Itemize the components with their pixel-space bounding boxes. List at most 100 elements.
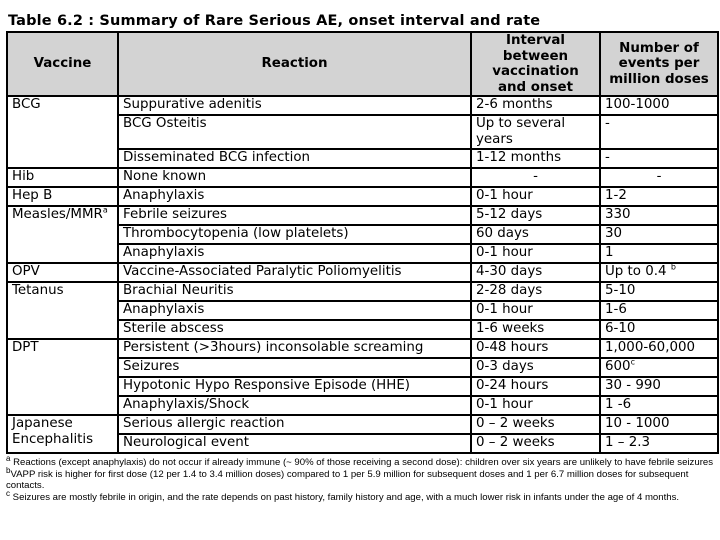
table-row: Hypotonic Hypo Responsive Episode (HHE) 0… (7, 376, 719, 397)
rate-value: 1 – 2.3 (605, 435, 651, 450)
table-row: OPV Vaccine-Associated Paralytic Poliomye… (6, 262, 719, 283)
column-header-interval: Interval between vaccination and onset (470, 31, 601, 97)
interval-cell: 1-6 weeks (470, 319, 601, 340)
interval-cell: 0-1 hour (470, 300, 601, 321)
reaction-cell: Sterile abscess (117, 319, 472, 340)
interval-cell: 60 days (470, 224, 601, 245)
footnote-text: VAPP risk is higher for first dose (12 p… (6, 468, 689, 492)
interval-cell: 4-30 days (470, 262, 601, 283)
reaction-cell: None known (117, 167, 472, 188)
interval-cell: 2-6 months (470, 95, 601, 116)
vaccine-cell: Hib (6, 167, 119, 188)
interval-cell: 0-1 hour (470, 243, 601, 264)
reaction-cell: Disseminated BCG infection (117, 148, 472, 169)
footnote-marker: c (630, 357, 635, 367)
interval-cell: 0-1 hour (470, 395, 601, 416)
interval-cell: 0-48 hours (470, 338, 601, 359)
interval-cell: Up to several years (470, 114, 601, 150)
rate-cell: 1-6 (599, 300, 719, 321)
rate-value: 100-1000 (605, 97, 670, 112)
reaction-cell: Brachial Neuritis (117, 281, 472, 302)
interval-cell: 2-28 days (470, 281, 601, 302)
vaccine-cell: Tetanus (6, 281, 119, 340)
table-row: Hib None known - - (6, 167, 719, 188)
table-row: Japanese Encephalitis Serious allergic re… (6, 414, 719, 454)
rate-cell: 1 (599, 243, 719, 264)
interval-cell: 0 – 2 weeks (470, 433, 601, 454)
rate-value: - (656, 169, 662, 184)
table-row: Anaphylaxis/Shock 0-1 hour 1 -6 (7, 395, 719, 416)
reaction-cell: Seizures (117, 357, 472, 378)
vaccine-cell: BCG (6, 95, 119, 169)
rate-value: - (605, 116, 610, 131)
reaction-cell: Hypotonic Hypo Responsive Episode (HHE) (117, 376, 472, 397)
vaccine-name: BCG (12, 97, 41, 112)
reaction-cell: Vaccine-Associated Paralytic Poliomyelit… (117, 262, 472, 283)
rate-value: 10 - 1000 (605, 416, 670, 431)
footnotes: a Reactions (except anaphylaxis) do not … (6, 453, 717, 504)
vaccine-name: Japanese Encephalitis (12, 416, 94, 447)
rate-value: Up to 0.4 (605, 264, 667, 279)
reaction-cell: Serious allergic reaction (117, 414, 472, 435)
column-header-vaccine: Vaccine (6, 31, 119, 97)
reaction-cell: Anaphylaxis/Shock (117, 395, 472, 416)
rate-cell: 30 (599, 224, 719, 245)
rate-value: 30 (605, 226, 623, 241)
interval-cell: 0-3 days (470, 357, 601, 378)
footnote-marker: a (6, 453, 11, 463)
rate-cell: 1,000-60,000 (599, 338, 719, 359)
interval-cell: 0-24 hours (470, 376, 601, 397)
column-header-rate: Number of events per million doses (599, 31, 719, 97)
reaction-cell: BCG Osteitis (117, 114, 472, 150)
vaccine-cell: DPT (6, 338, 119, 416)
rate-value: - (605, 150, 610, 165)
vaccine-name: OPV (12, 264, 40, 279)
rate-value: 1-6 (605, 302, 627, 317)
footnote-marker: b (6, 465, 11, 475)
table-body: BCG Suppurative adenitis 2-6 months 100-100… (6, 95, 719, 454)
rate-value: 1-2 (605, 188, 627, 203)
vaccine-cell: Hep B (6, 186, 119, 207)
interval-cell: 0 – 2 weeks (470, 414, 601, 435)
reaction-cell: Persistent (>3hours) inconsolable scream… (117, 338, 472, 359)
rate-cell: 600c (599, 357, 719, 378)
reaction-cell: Anaphylaxis (117, 243, 472, 264)
vaccine-cell: Japanese Encephalitis (6, 414, 119, 454)
table-row: Sterile abscess 1-6 weeks 6-10 (7, 319, 719, 340)
interval-cell: 0-1 hour (470, 186, 601, 207)
table-row: Disseminated BCG infection 1-12 months - (7, 148, 719, 169)
rate-value: 5-10 (605, 283, 636, 298)
reaction-cell: Febrile seizures (117, 205, 472, 226)
rate-cell: 100-1000 (599, 95, 719, 116)
footnote-marker: a (102, 205, 108, 215)
table-row: Anaphylaxis 0-1 hour 1-6 (7, 300, 719, 321)
rate-cell: 1-2 (599, 186, 719, 207)
footnote: a Reactions (except anaphylaxis) do not … (6, 453, 717, 469)
rate-cell: 1 – 2.3 (599, 433, 719, 454)
rate-cell: 6-10 (599, 319, 719, 340)
reaction-cell: Anaphylaxis (117, 186, 472, 207)
reaction-cell: Thrombocytopenia (low platelets) (117, 224, 472, 245)
footnote-marker: c (6, 488, 10, 498)
rate-value: 330 (605, 207, 631, 222)
vaccine-name: DPT (12, 340, 39, 355)
table-row: DPT Persistent (>3hours) inconsolable scr… (6, 338, 719, 416)
interval-cell: 1-12 months (470, 148, 601, 169)
vaccine-name: Measles/MMR (12, 207, 103, 222)
footnote-text: Reactions (except anaphylaxis) do not oc… (10, 457, 714, 468)
rate-cell: 330 (599, 205, 719, 226)
rate-value: 1,000-60,000 (605, 340, 696, 355)
footnote: bVAPP risk is higher for first dose (12 … (6, 466, 717, 492)
rate-value: 1 (605, 245, 614, 260)
interval-cell: - (470, 167, 601, 188)
reaction-cell: Suppurative adenitis (117, 95, 472, 116)
table-row: Hep B Anaphylaxis 0-1 hour 1-2 (6, 186, 719, 207)
table-row: Tetanus Brachial Neuritis 2-28 days 5-10 (6, 281, 719, 340)
header-row: Vaccine Reaction Interval between vaccin… (6, 31, 719, 97)
column-header-reaction: Reaction (117, 31, 472, 97)
interval-cell: 5-12 days (470, 205, 601, 226)
footnote: c Seizures are mostly febrile in origin,… (6, 488, 717, 504)
table-row: Seizures 0-3 days 600c (7, 357, 719, 378)
table-row: Neurological event 0 – 2 weeks 1 – 2.3 (7, 433, 719, 454)
vaccine-cell: Measles/MMRa (6, 205, 119, 264)
